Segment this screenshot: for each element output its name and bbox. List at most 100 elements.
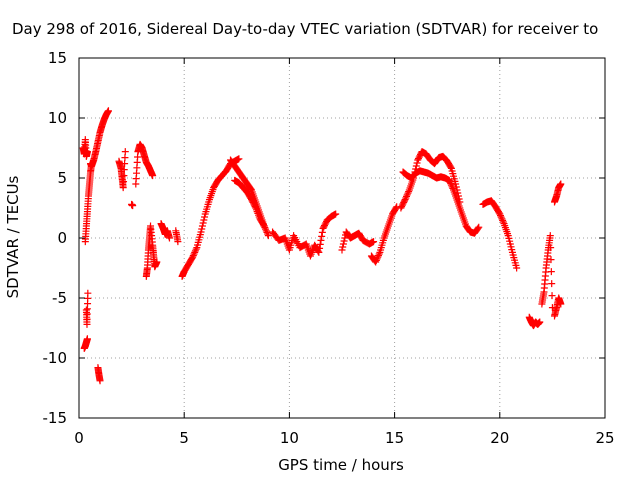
x-tick-label: 5 [179, 429, 189, 447]
x-tick-label: 20 [490, 429, 509, 447]
data-point [340, 237, 348, 245]
data-point [316, 244, 324, 252]
data-point [197, 228, 205, 236]
data-point [119, 184, 127, 192]
data-point [547, 256, 555, 264]
chart-title: Day 298 of 2016, Sidereal Day-to-day VTE… [12, 20, 598, 38]
y-tick-label: 0 [57, 229, 67, 247]
data-point [191, 248, 199, 256]
axis-ticks [78, 57, 606, 419]
data-point [404, 189, 412, 197]
y-tick-label: 15 [48, 49, 67, 67]
data-point [121, 154, 129, 162]
data-point [149, 172, 157, 180]
data-point [449, 184, 457, 192]
data-point [403, 192, 411, 200]
data-point [235, 155, 243, 163]
x-tick-label: 25 [595, 429, 614, 447]
data-point [445, 176, 453, 184]
data-point [260, 222, 268, 230]
x-tick-label: 0 [74, 429, 84, 447]
data-point [413, 159, 421, 167]
data-point [557, 300, 565, 308]
data-point [400, 197, 408, 205]
data-point [120, 178, 128, 186]
y-tick-label: 10 [48, 109, 67, 127]
x-tick-label: 10 [280, 429, 299, 447]
data-point [96, 377, 104, 385]
data-point [318, 232, 326, 240]
data-point [192, 245, 200, 253]
data-point [546, 232, 554, 240]
data-point [315, 248, 323, 256]
data-point [412, 162, 420, 170]
data-point [370, 238, 378, 246]
data-point [557, 180, 565, 188]
data-point [496, 210, 504, 218]
data-point [165, 234, 173, 242]
y-tick-label: 5 [57, 169, 67, 187]
data-point [198, 222, 206, 230]
data-point [372, 256, 380, 264]
data-point [189, 252, 197, 260]
data-point [317, 236, 325, 244]
data-point [261, 224, 269, 232]
data-point [121, 148, 129, 156]
data-point [339, 240, 347, 248]
data-point [190, 250, 198, 258]
data-point [372, 258, 380, 266]
data-point [405, 188, 413, 196]
x-axis-label: GPS time / hours [278, 456, 404, 474]
data-point [83, 335, 91, 343]
data-point [498, 215, 506, 223]
y-tick-label: -15 [43, 409, 68, 427]
data-points [79, 107, 565, 385]
data-point [120, 172, 128, 180]
data-point [264, 230, 272, 238]
data-point [447, 180, 455, 188]
data-point [262, 225, 270, 233]
data-point [548, 292, 556, 300]
data-point [499, 218, 507, 226]
data-point [339, 243, 347, 251]
data-point [499, 216, 507, 224]
data-point [548, 280, 556, 288]
data-point [338, 246, 346, 254]
data-point [547, 268, 555, 276]
data-point [373, 255, 381, 263]
data-point [316, 240, 324, 248]
data-point [332, 210, 340, 218]
data-point [251, 203, 259, 211]
data-point [198, 225, 206, 233]
data-point [201, 213, 209, 221]
data-point [199, 219, 207, 227]
data-point [83, 148, 91, 156]
data-point [448, 183, 456, 191]
data-point [447, 181, 455, 189]
data-point [200, 216, 208, 224]
data-point [446, 178, 454, 186]
data-point [104, 107, 112, 115]
data-point [374, 252, 382, 260]
data-point [374, 253, 382, 261]
data-point [475, 223, 483, 231]
data-point [447, 163, 455, 171]
data-point [247, 185, 255, 193]
data-point [402, 194, 410, 202]
data-point [129, 202, 137, 210]
x-tick-label: 15 [385, 429, 404, 447]
data-point [403, 191, 411, 199]
data-point [174, 238, 182, 246]
data-point [264, 232, 272, 240]
y-tick-label: -10 [43, 349, 68, 367]
data-point [474, 224, 482, 232]
data-point [318, 228, 326, 236]
data-point [497, 212, 505, 220]
y-tick-label: -5 [52, 289, 67, 307]
data-point [189, 253, 197, 261]
data-point [536, 318, 544, 326]
data-point [84, 289, 92, 297]
data-point [262, 227, 270, 235]
y-tick-labels: -15 -10 -5 0 5 10 15 [43, 49, 68, 427]
